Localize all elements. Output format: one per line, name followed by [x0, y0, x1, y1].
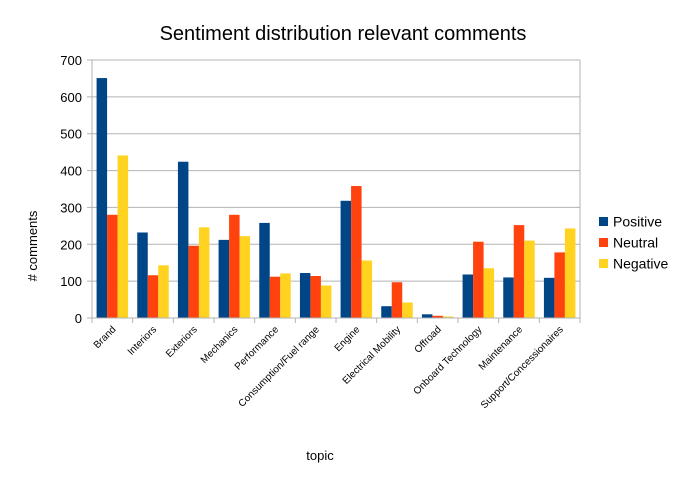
axes — [87, 59, 581, 323]
y-tick-label: 100 — [60, 274, 82, 289]
x-tick-label: Brand — [92, 324, 119, 351]
bar-negative — [483, 268, 495, 318]
y-tick-label: 0 — [75, 311, 82, 326]
bar-negative — [198, 227, 210, 318]
y-tick-label: 400 — [60, 164, 82, 179]
y-tick-label: 300 — [60, 200, 82, 215]
bar-negative — [524, 240, 535, 318]
bar-neutral — [229, 214, 240, 318]
bar-negative — [158, 265, 169, 318]
legend-label-negative: Negative — [613, 256, 668, 272]
y-axis-label: # comments — [25, 210, 40, 281]
bar-negative — [442, 316, 454, 318]
legend-swatch-neutral — [599, 238, 608, 247]
bar-negative — [361, 260, 373, 318]
bar-neutral — [188, 245, 199, 318]
x-tick-label: Interiors — [126, 324, 159, 357]
y-tick-label: 600 — [60, 90, 82, 105]
x-tick-label: Engine — [333, 324, 363, 354]
bar-negative — [280, 273, 291, 318]
bar-positive — [299, 273, 311, 318]
legend-swatch-negative — [599, 259, 608, 268]
bar-neutral — [269, 276, 281, 318]
y-tick-label: 200 — [60, 237, 82, 252]
x-tick-label: Support/Concessionaires — [479, 324, 566, 411]
legend: Positive Neutral Negative — [599, 214, 668, 272]
bar-neutral — [351, 186, 362, 318]
bar-positive — [462, 274, 474, 318]
bar-neutral — [147, 275, 159, 318]
bar-negative — [117, 155, 129, 318]
bar-negative — [320, 285, 332, 318]
bar-positive — [218, 239, 230, 318]
bars — [96, 78, 576, 318]
bar-negative — [239, 236, 251, 318]
legend-label-positive: Positive — [613, 214, 662, 230]
y-tick-label: 500 — [60, 127, 82, 142]
bar-neutral — [391, 282, 403, 318]
y-tick-label: 700 — [60, 53, 82, 68]
bar-neutral — [513, 225, 525, 318]
bar-neutral — [432, 315, 443, 318]
gridlines — [92, 59, 580, 319]
bar-neutral — [554, 252, 565, 318]
bar-neutral — [107, 214, 118, 318]
bar-positive — [503, 277, 514, 318]
x-tick-labels: Brand Interiors Exteriors MechanicsPerforma… — [92, 324, 566, 411]
legend-swatch-positive — [599, 217, 608, 226]
bar-positive — [259, 222, 270, 318]
bar-positive — [137, 232, 148, 318]
chart-title: Sentiment distribution relevant comments — [160, 23, 527, 45]
bar-neutral — [310, 275, 321, 318]
bar-positive — [96, 78, 108, 318]
bar-positive — [177, 161, 189, 318]
y-tick-labels: 0 100 200 300 400 500 600 700 — [60, 53, 82, 326]
bar-positive — [340, 200, 352, 318]
x-tick-label: Onboard Technology — [412, 324, 485, 397]
bar-negative — [402, 302, 413, 318]
bar-positive — [381, 306, 392, 318]
x-tick-label: Consumption/Fuel range — [237, 324, 323, 410]
x-tick-label: Mechanics — [199, 324, 241, 366]
bar-positive — [421, 314, 433, 318]
x-tick-label: Offroad — [413, 324, 444, 355]
x-axis-label: topic — [306, 448, 334, 463]
bar-neutral — [473, 241, 484, 318]
bar-negative — [564, 228, 576, 318]
x-tick-label: Exteriors — [164, 324, 200, 360]
bar-positive — [543, 277, 555, 318]
legend-label-neutral: Neutral — [613, 235, 658, 251]
